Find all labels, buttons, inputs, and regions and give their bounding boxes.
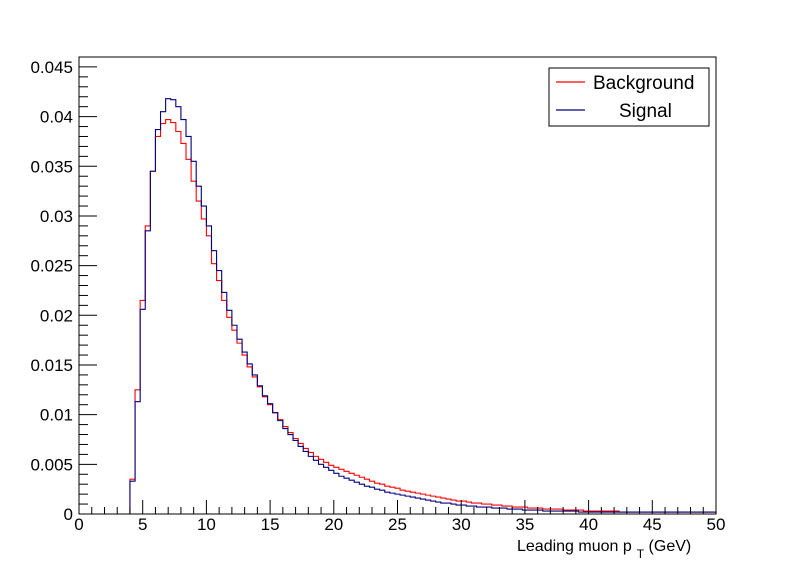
y-tick-label: 0.01 (40, 406, 73, 425)
x-axis-title: Leading muon p T (GeV) (517, 538, 691, 561)
x-axis-title-text: Leading muon p T (GeV) (517, 538, 691, 561)
x-axis-title-subscript: T (637, 547, 645, 561)
y-tick-label: 0.03 (40, 207, 73, 226)
y-tick-label: 0.045 (30, 58, 73, 77)
x-tick-label: 20 (324, 515, 343, 534)
y-tick-label: 0.04 (40, 108, 73, 127)
x-tick-label: 10 (197, 515, 216, 534)
y-tick-label: 0 (64, 505, 73, 524)
y-tick-label: 0.015 (30, 356, 73, 375)
x-tick-label: 40 (579, 515, 598, 534)
x-tick-label: 45 (643, 515, 662, 534)
x-axis-title-prefix: Leading muon p (517, 538, 632, 555)
legend-box (548, 67, 710, 127)
plot-frame (78, 56, 717, 515)
x-tick-label: 25 (388, 515, 407, 534)
x-tick-label: 30 (452, 515, 471, 534)
legend-label-signal: Signal (619, 101, 672, 122)
y-tick-label: 0.005 (30, 455, 73, 474)
axes: 0 5 10 15 20 25 30 35 40 45 50 0 0.005 0.01 0.015 0.02 0… (30, 56, 726, 534)
x-tick-label: 50 (707, 515, 726, 534)
legend-label-background: Background (593, 73, 694, 94)
y-tick-label: 0.025 (30, 257, 73, 276)
x-tick-label: 5 (138, 515, 147, 534)
legend: Background Signal (548, 67, 710, 127)
x-tick-label: 15 (261, 515, 280, 534)
series-signal (79, 98, 717, 515)
x-tick-label: 0 (74, 515, 83, 534)
x-axis-title-suffix: (GeV) (644, 538, 691, 555)
y-tick-label: 0.035 (30, 157, 73, 176)
y-tick-label: 0.02 (40, 306, 73, 325)
x-tick-label: 35 (515, 515, 534, 534)
